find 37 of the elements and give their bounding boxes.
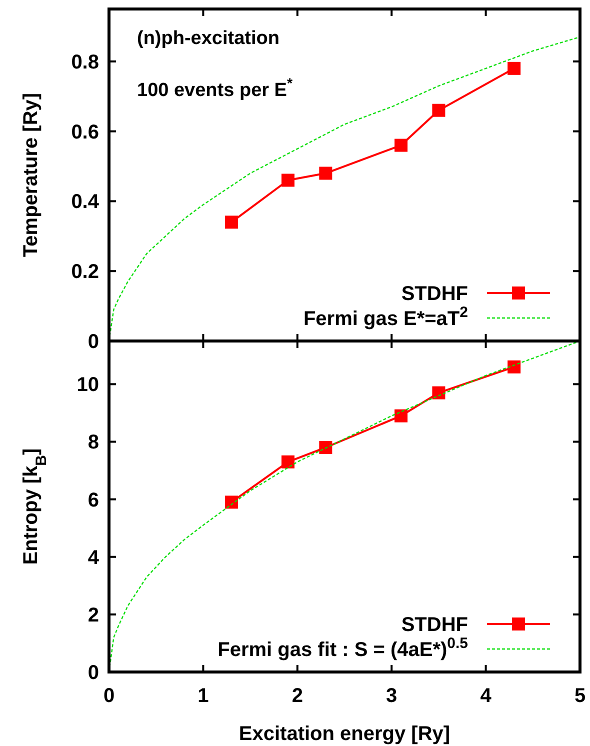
y-tick-label: 0.8 (71, 51, 99, 74)
y-tick-label: 0.6 (71, 121, 99, 144)
annotation: (n)ph-excitation (137, 28, 280, 49)
y-tick-label: 4 (88, 546, 100, 569)
point (281, 455, 294, 468)
point (319, 166, 332, 180)
y-tick-label: 8 (88, 432, 99, 454)
point (224, 216, 238, 229)
point (394, 138, 408, 152)
annotation: 100 events per E$^{*}$ (137, 76, 293, 101)
x-tick-label: 5 (574, 685, 586, 707)
point (508, 360, 521, 374)
x-axis-title: Excitation energy [Ry] (238, 723, 450, 745)
y-tick-label: 6 (88, 489, 99, 512)
legend-label: Fermi gas fit : S = (4aE*)$^{0.5}$ (218, 634, 468, 661)
point (319, 440, 332, 454)
y-tick-label: 0.2 (71, 261, 99, 284)
point (508, 62, 521, 75)
x-tick-label: 3 (386, 685, 398, 707)
legend-label: STDHF (401, 614, 468, 636)
x-tick-label: 0 (103, 685, 115, 707)
y-tick-label: 0 (88, 662, 99, 684)
point (224, 496, 238, 509)
legend-label: STDHF (401, 283, 468, 305)
point (432, 386, 446, 400)
y-tick-label: 0.4 (71, 191, 100, 214)
y-tick-label: 0 (88, 331, 99, 353)
x-tick-label: 4 (480, 685, 492, 707)
y-tick-label: 10 (76, 374, 99, 396)
point (281, 174, 294, 187)
y-axis-title: Temperature [Ry] (20, 92, 42, 258)
y-tick-label: 2 (88, 604, 99, 626)
point (432, 104, 446, 117)
point (394, 409, 408, 422)
x-tick-label: 2 (292, 685, 303, 707)
x-tick-label: 1 (198, 685, 209, 707)
legend-label: Fermi gas E*=aT$^{2}$ (303, 304, 468, 330)
